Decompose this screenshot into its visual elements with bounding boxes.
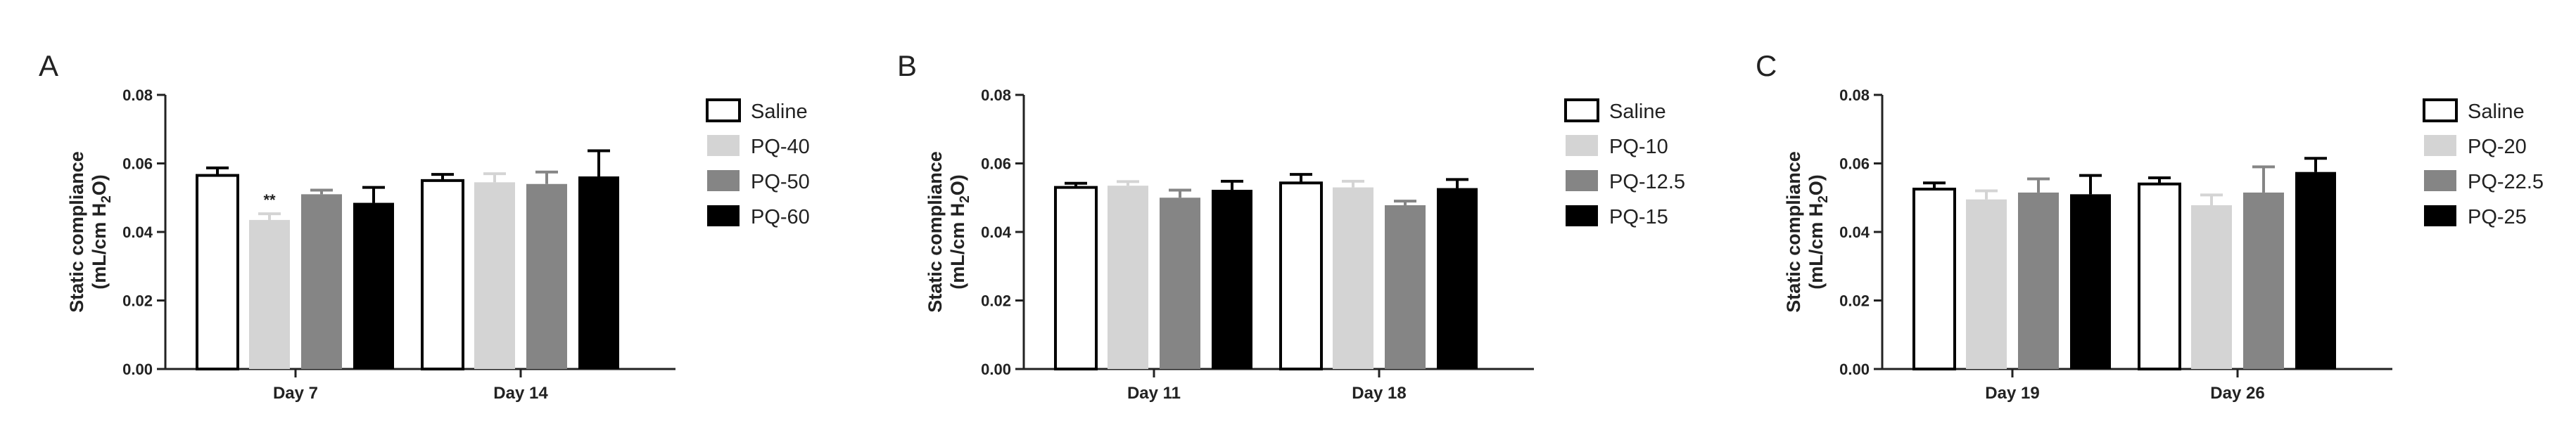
bar [1333, 187, 1373, 369]
bar [2138, 182, 2181, 370]
y-axis-title: Static compliance [66, 151, 87, 313]
y-tick-label: 0.08 [981, 86, 1011, 104]
legend-label: PQ-40 [751, 136, 810, 158]
y-tick-label: 0.08 [1839, 86, 1870, 104]
legend-label: Saline [1609, 101, 1666, 123]
bar [2243, 192, 2284, 369]
bar [1108, 186, 1148, 369]
legend-swatch [1566, 135, 1598, 156]
x-tick-label: Day 14 [493, 384, 548, 403]
bar [1912, 188, 1956, 370]
legend-swatch [707, 205, 740, 226]
x-tick-label: Day 7 [273, 384, 318, 403]
legend-label: PQ-50 [751, 171, 810, 193]
legend-swatch [707, 170, 740, 191]
y-axis-unit-subscript: 2 [958, 195, 972, 203]
y-tick-label: 0.06 [981, 155, 1011, 173]
legend-swatch [1566, 205, 1598, 226]
bar [578, 176, 619, 369]
legend-label: Saline [751, 101, 808, 123]
bar [1385, 205, 1426, 369]
bar [1279, 181, 1323, 370]
legend-swatch [706, 98, 741, 122]
chart-panel-c: C 0.00 0.02 0.04 0.06 0.08 Static compliance (m… [1756, 49, 2544, 403]
x-tick-label: Day 11 [1127, 384, 1181, 403]
legend-swatch [707, 135, 740, 156]
bar [2191, 205, 2232, 369]
bar [2070, 194, 2111, 369]
bar [526, 183, 567, 369]
x-tick-label: Day 19 [1985, 384, 2039, 403]
y-tick-label: 0.00 [1839, 361, 1870, 378]
legend-label: PQ-60 [751, 206, 810, 228]
y-tick-label: 0.04 [1839, 224, 1870, 241]
y-tick-label: 0.02 [122, 292, 153, 310]
y-tick-label: 0.06 [1839, 155, 1870, 173]
legend-swatch [2424, 170, 2456, 191]
bar [2295, 172, 2336, 369]
y-axis-unit-post: O) [947, 174, 968, 195]
y-tick-label: 0.04 [122, 224, 153, 241]
legend-label: PQ-20 [2468, 136, 2527, 158]
legend-label: PQ-12.5 [1609, 171, 1685, 193]
y-axis-unit-post: O) [89, 174, 110, 195]
legend-swatch [2424, 135, 2456, 156]
y-tick-label: 0.06 [122, 155, 153, 173]
chart-panel-b: B 0.00 0.02 0.04 0.06 0.08 Static compliance (m… [897, 49, 1685, 403]
y-axis-unit: (mL/cm H2O) [89, 174, 114, 290]
panel-letter: C [1756, 49, 1777, 82]
y-tick-label: 0.04 [981, 224, 1012, 241]
y-axis-title: Static compliance [1783, 151, 1804, 313]
legend-swatch [2424, 205, 2456, 226]
legend-label: PQ-22.5 [2468, 171, 2544, 193]
y-axis-unit-subscript: 2 [99, 195, 114, 203]
bar [421, 179, 464, 370]
bar [2018, 192, 2059, 369]
legend-swatch [1564, 98, 1599, 122]
x-tick-label: Day 26 [2210, 384, 2264, 403]
x-tick-label: Day 18 [1352, 384, 1406, 403]
bar [1437, 188, 1478, 369]
y-axis-unit: (mL/cm H2O) [947, 174, 972, 290]
y-tick-label: 0.02 [1839, 292, 1870, 310]
y-axis-unit-pre: (mL/cm H [89, 203, 110, 290]
y-axis-unit-pre: (mL/cm H [947, 203, 968, 290]
y-tick-label: 0.02 [981, 292, 1011, 310]
y-axis-unit-pre: (mL/cm H [1806, 203, 1827, 290]
legend-label: PQ-25 [2468, 206, 2527, 228]
bar [1054, 186, 1098, 370]
legend-swatch [2423, 98, 2458, 122]
y-axis-unit: (mL/cm H2O) [1806, 174, 1831, 290]
y-axis-unit-post: O) [1806, 174, 1827, 195]
bar [301, 194, 342, 369]
y-tick-label: 0.00 [122, 361, 153, 378]
legend-label: PQ-10 [1609, 136, 1668, 158]
legend-label: PQ-15 [1609, 206, 1668, 228]
panel-letter: B [897, 49, 917, 82]
y-tick-label: 0.08 [122, 86, 153, 104]
bar [1160, 198, 1200, 369]
y-axis-title: Static compliance [925, 151, 946, 313]
chart-panel-a: A 0.00 0.02 0.04 0.06 0.08 Static compliance (m… [39, 49, 810, 403]
bar [353, 202, 394, 369]
bar [196, 174, 239, 370]
bar [1212, 190, 1252, 369]
bar [1966, 199, 2007, 369]
legend-swatch [1566, 170, 1598, 191]
panel-letter: A [39, 49, 58, 82]
legend-label: Saline [2468, 101, 2525, 123]
bar [249, 219, 290, 369]
y-tick-label: 0.00 [981, 361, 1011, 378]
significance-annotation: ** [263, 191, 276, 209]
bar [474, 182, 515, 369]
y-axis-unit-subscript: 2 [1816, 195, 1831, 203]
